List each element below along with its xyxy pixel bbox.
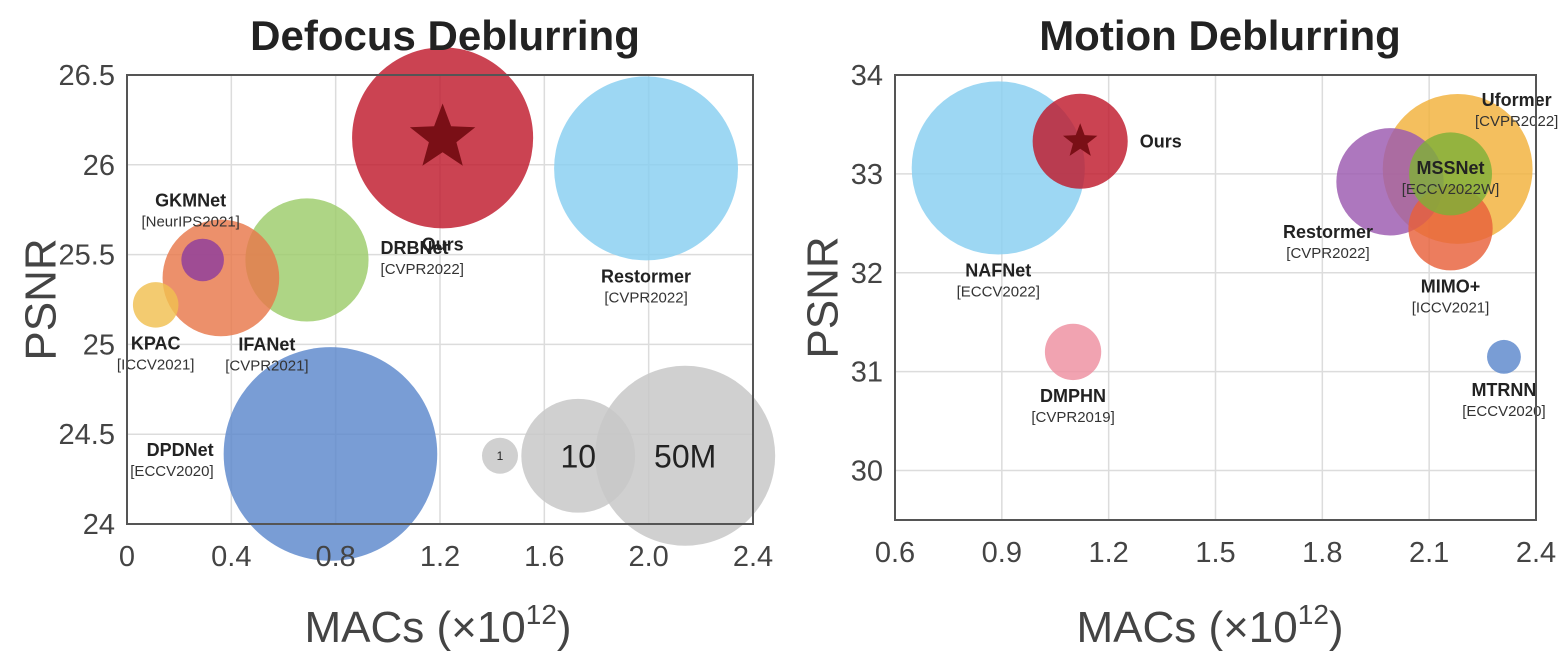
y-tick-label: 24.5	[59, 419, 115, 451]
bubble-kpac	[132, 282, 179, 328]
y-axis-label: PSNR	[16, 238, 65, 360]
x-tick-label: 1.2	[420, 541, 460, 573]
x-tick-label: 0.4	[211, 541, 251, 573]
point-venue-uformer: [CVPR2022]	[1475, 113, 1558, 130]
point-label-nafnet: NAFNet	[965, 261, 1031, 281]
bubble-dpdnet	[223, 347, 438, 561]
point-venue-kpac: [ICCV2021]	[117, 357, 195, 374]
x-axis-label-exp: 12	[1298, 599, 1329, 630]
size-legend-bubble-50m	[595, 365, 776, 546]
x-axis-label-pre: MACs (	[304, 603, 451, 652]
y-tick-label: 25	[83, 329, 115, 361]
bubble-mtrnn	[1487, 339, 1521, 374]
point-label-dmphn: DMPHN	[1040, 386, 1106, 406]
motion-chart: NAFNet [ECCV2022] Uformer [CVPR2022] MIMO+ [I…	[798, 12, 1558, 652]
defocus-chart: 1 10 50M Ours Restormer [CVPR2022] GKMNet [Neur…	[16, 12, 776, 652]
size-legend-label-10: 10	[560, 438, 596, 474]
point-venue-mimo: [ICCV2021]	[1412, 299, 1490, 316]
size-legend-label-1: 1	[497, 449, 504, 463]
x-axis-label-times: ×	[1223, 603, 1249, 652]
x-tick-label: 2.4	[733, 541, 773, 573]
bubble-mssnet	[1409, 132, 1493, 216]
x-axis-label-base: 10	[1249, 603, 1298, 652]
x-axis-label: MACs (×1012)	[1076, 599, 1343, 652]
point-label-dpdnet: DPDNet	[147, 440, 214, 460]
size-legend-label-50m: 50M	[654, 438, 716, 474]
plot-frame	[894, 74, 1537, 521]
y-tick-label: 30	[851, 456, 883, 488]
x-tick-label: 1.2	[1089, 537, 1129, 569]
x-axis-label-post: )	[1329, 603, 1344, 652]
point-label-ours: Ours	[1140, 131, 1182, 151]
x-axis-label-post: )	[557, 603, 572, 652]
x-tick-label: 0.9	[982, 537, 1022, 569]
point-venue-ifanet: [CVPR2021]	[225, 357, 308, 374]
chart-title: Defocus Deblurring	[250, 12, 640, 59]
y-tick-label: 26	[83, 150, 115, 182]
point-venue-restormer: [CVPR2022]	[604, 289, 687, 306]
point-label-mtrnn: MTRNN	[1471, 380, 1536, 400]
bubble-ifanet	[162, 219, 280, 337]
y-tick-label: 34	[851, 60, 883, 92]
point-venue-mtrnn: [ECCV2020]	[1462, 403, 1545, 420]
x-tick-label: 2.4	[1516, 537, 1556, 569]
x-tick-label: 0	[119, 541, 135, 573]
y-tick-label: 31	[851, 357, 883, 389]
point-label-restormer: Restormer	[601, 266, 691, 286]
x-tick-label: 0.6	[875, 537, 915, 569]
point-venue-mssnet: [ECCV2022W]	[1402, 181, 1500, 198]
x-tick-label: 1.8	[1302, 537, 1342, 569]
bubble-gkmnet	[181, 238, 224, 282]
x-axis-label-times: ×	[451, 603, 477, 652]
point-venue-gkmnet: [NeurIPS2021]	[141, 214, 239, 231]
y-tick-label: 25.5	[59, 240, 115, 272]
y-tick-label: 33	[851, 159, 883, 191]
plot-frame	[126, 74, 754, 525]
star-icon	[409, 103, 476, 166]
x-axis-label-exp: 12	[526, 599, 557, 630]
chart-title: Motion Deblurring	[1039, 12, 1401, 59]
y-axis-label: PSNR	[798, 236, 847, 358]
point-venue-dpdnet: [ECCV2020]	[130, 463, 213, 480]
point-label-ifanet: IFANet	[238, 334, 295, 354]
point-label-mimo: MIMO+	[1421, 276, 1481, 296]
bubble-dmphn	[1044, 323, 1102, 381]
point-label-uformer: Uformer	[1482, 90, 1552, 110]
point-label-mssnet: MSSNet	[1417, 158, 1485, 178]
x-axis-label: MACs (×1012)	[304, 599, 571, 652]
x-axis-label-base: 10	[477, 603, 526, 652]
bubble-restormer	[554, 76, 739, 261]
point-venue-dmphn: [CVPR2019]	[1031, 409, 1114, 426]
x-axis-label-pre: MACs (	[1076, 603, 1223, 652]
x-tick-label: 0.8	[316, 541, 356, 573]
x-tick-label: 2.1	[1409, 537, 1449, 569]
point-venue-restormer: [CVPR2022]	[1286, 245, 1369, 262]
size-legend-bubble-1	[481, 437, 518, 474]
star-icon	[1063, 123, 1098, 156]
point-venue-nafnet: [ECCV2022]	[957, 284, 1040, 301]
y-tick-label: 24	[83, 509, 115, 541]
point-label-restormer: Restormer	[1283, 222, 1373, 242]
point-label-gkmnet: GKMNet	[155, 191, 226, 211]
x-tick-label: 1.6	[524, 541, 564, 573]
x-tick-label: 2.0	[629, 541, 669, 573]
y-tick-label: 32	[851, 258, 883, 290]
point-label-kpac: KPAC	[131, 334, 181, 354]
point-venue-drbnet: [CVPR2022]	[381, 261, 464, 278]
point-label-ours: Ours	[422, 234, 464, 254]
x-tick-label: 1.5	[1195, 537, 1235, 569]
point-label-drbnet: DRBNet	[381, 238, 449, 258]
y-tick-label: 26.5	[59, 60, 115, 92]
